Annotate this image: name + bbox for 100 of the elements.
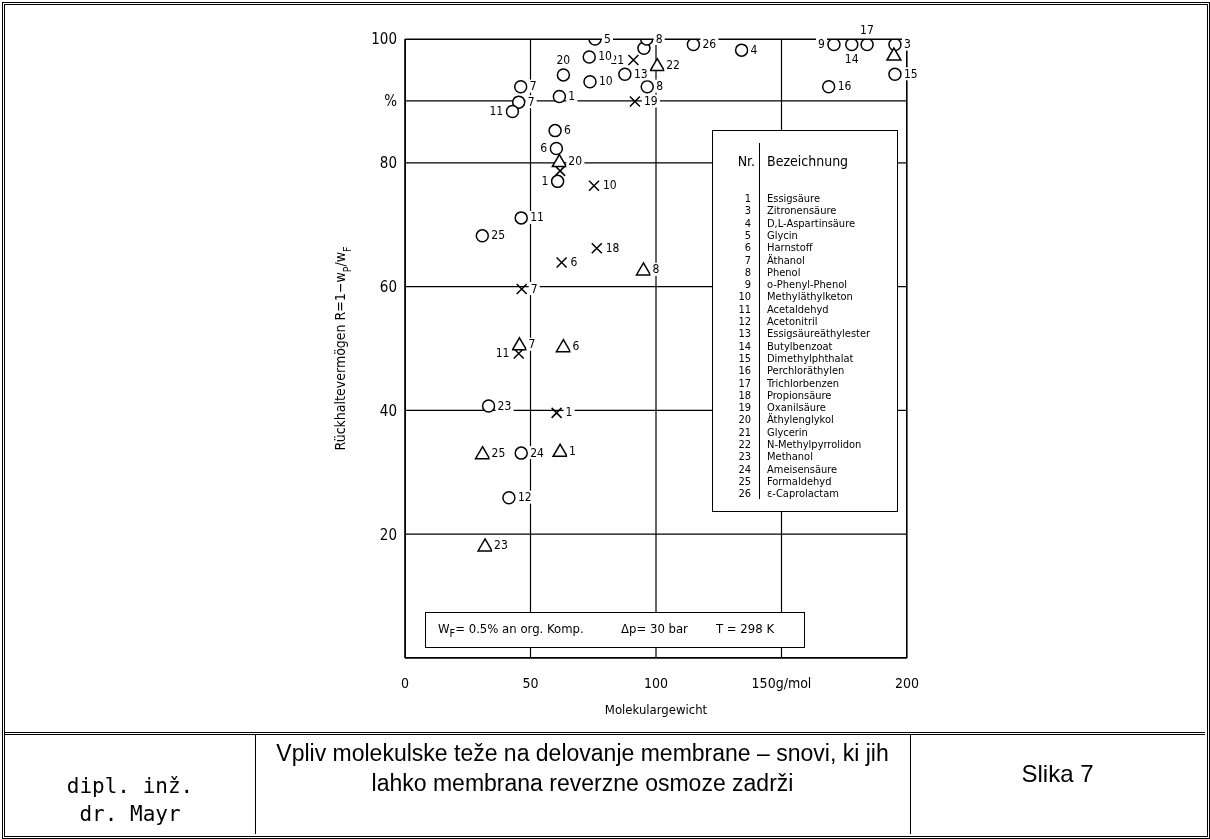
point <box>618 67 632 82</box>
x-tick-label: 50 <box>522 674 539 691</box>
point <box>556 68 571 82</box>
point <box>551 153 568 168</box>
annotation: 6 <box>540 141 548 156</box>
annotation: 1 <box>541 173 549 188</box>
y-tick-label: 20 <box>379 525 397 544</box>
annotation: 6 <box>564 123 572 138</box>
annotation: 10 <box>603 178 617 193</box>
annotation: 7 <box>530 281 538 296</box>
annotation: Bezeichnung <box>767 153 849 169</box>
point <box>474 445 491 460</box>
y-tick-label: 100 <box>371 30 397 49</box>
point <box>475 229 490 243</box>
x-tick-label: 100 <box>643 674 669 691</box>
point <box>860 39 874 52</box>
point <box>477 538 493 552</box>
annotation: 15 <box>903 66 918 81</box>
annotation: W$_{F}$= 0.5% an org. Komp. <box>438 621 584 640</box>
y-tick-label: 40 <box>379 401 397 420</box>
point <box>550 407 563 419</box>
substance-table: Nr. Bezeichnung 1 Essigsäure 3 Zitronensäure 4 D,L-Aspartinsäure 5 Glycin 6 Harnstoff 7 Äthanol 8 Phenol 9 o-Phenyl-Phenol 10 Methyläthylketon 11 Acetaldehyd 12 Acetonitril 13 Essigsäureäthylester 14 Butylbenzoat 15 Dimethylphthalat 16 Perchloräthylen 17 Trichlorbenzen 18 Propionsäure 19 Oxanilsäure 20 Äthylenglykol 21 Glycerin 22 N-Methylpyrrolidon 23 Methanol 24 Ameisensäure 25 Formaldehyd 26 ε-Caprolactam <box>712 130 898 512</box>
point <box>686 39 701 52</box>
point <box>555 256 568 269</box>
point <box>635 262 652 276</box>
point <box>827 39 841 52</box>
annotation: 6 <box>572 339 580 354</box>
point <box>502 490 516 505</box>
point <box>888 67 902 82</box>
annotation: 9 <box>817 37 825 52</box>
point <box>515 283 528 295</box>
y-tick-label: 80 <box>379 154 397 173</box>
annotation: 13 <box>633 66 648 81</box>
x-tick-label: 200 <box>894 674 920 691</box>
point <box>513 79 528 94</box>
point <box>511 95 526 109</box>
point <box>821 79 836 94</box>
annotation: 23 <box>497 398 512 413</box>
annotation: 11 <box>530 210 544 225</box>
point <box>552 443 568 457</box>
annotation: 17 <box>860 23 874 38</box>
annotation: 25 <box>491 446 506 461</box>
annotation: 5 <box>604 31 611 46</box>
annotation: 24 <box>530 445 545 460</box>
annotation: 7 <box>528 337 536 352</box>
point <box>548 123 562 138</box>
annotation: 11 <box>489 103 504 118</box>
y-tick-label: 60 <box>379 277 397 296</box>
x-axis-title: Molekulargewicht <box>604 702 708 717</box>
annotation: 14 <box>844 52 859 67</box>
point <box>640 79 654 94</box>
annotation: 4 <box>750 42 758 57</box>
point <box>582 50 596 64</box>
annotation: 8 <box>656 79 664 94</box>
annotation: 12 <box>517 490 532 505</box>
point <box>549 141 564 156</box>
annotation: 1 <box>568 89 576 104</box>
point <box>734 43 749 57</box>
text: Vpliv molekulske teže na delovanje membrane – snovi, ki jih lahko membrana reverzne osmoze zadrži <box>275 739 890 798</box>
annotation: 23 <box>494 538 508 553</box>
point <box>583 74 597 89</box>
point <box>511 337 528 351</box>
point <box>552 89 567 104</box>
x-tick-label: 150g/mol <box>751 674 812 691</box>
text: dipl. inž. <box>65 773 195 800</box>
annotation: 20 <box>556 53 571 68</box>
annotation: 18 <box>605 240 620 255</box>
annotation: 7 <box>527 94 535 109</box>
annotation: 11 <box>495 345 510 360</box>
annotation: 16 <box>837 79 852 94</box>
annotation: 20 <box>568 154 583 169</box>
point <box>481 399 496 413</box>
point <box>886 47 902 61</box>
annotation: Δp= 30 bar <box>621 621 688 636</box>
annotation: 1 <box>565 405 573 420</box>
annotation: 22 <box>666 58 680 73</box>
annotation: 19 <box>643 94 658 109</box>
point <box>629 95 641 108</box>
annotation: 25 <box>491 228 506 243</box>
point <box>505 104 520 119</box>
annotation: 26 <box>702 37 717 52</box>
annotation: 10 <box>598 74 613 89</box>
annotation: Nr. <box>736 153 755 169</box>
annotation: 8 <box>652 262 660 277</box>
x-tick-label: 0 <box>400 674 410 691</box>
annotation: T = 298 K <box>716 621 775 636</box>
point <box>514 211 528 225</box>
point <box>555 338 572 353</box>
annotation: 6 <box>570 254 578 269</box>
text: Slika 7 <box>1020 760 1095 788</box>
point <box>627 54 640 66</box>
point <box>591 242 603 254</box>
text: dr. Mayr <box>78 801 182 828</box>
point <box>845 39 859 52</box>
annotation: 3 <box>903 37 911 52</box>
y-tick-label: % <box>384 92 398 111</box>
annotation: 1 <box>569 443 576 458</box>
annotation: 7 <box>529 79 537 94</box>
point <box>588 179 600 192</box>
annotation: 8 <box>655 31 663 46</box>
